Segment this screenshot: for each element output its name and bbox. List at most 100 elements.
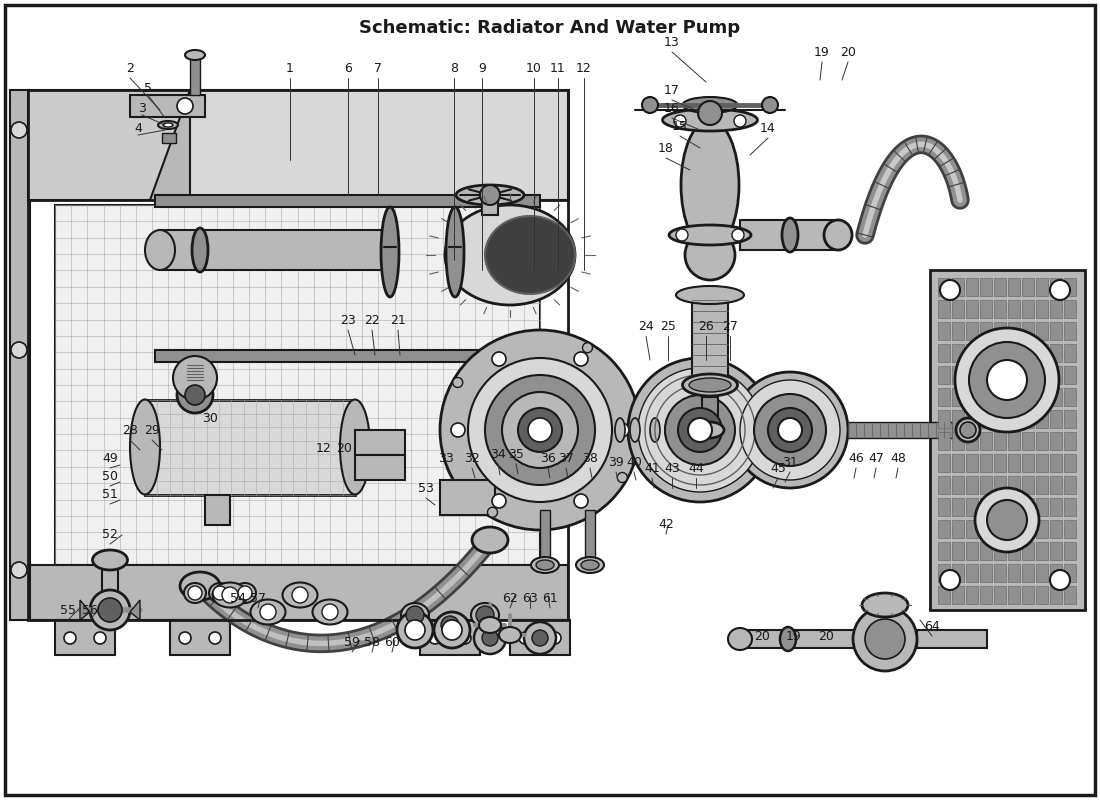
- Polygon shape: [80, 600, 90, 620]
- Bar: [1008, 520, 1020, 538]
- Ellipse shape: [381, 207, 399, 297]
- Ellipse shape: [536, 560, 554, 570]
- Bar: [966, 520, 978, 538]
- Bar: [162, 133, 176, 143]
- Text: 64: 64: [924, 619, 939, 633]
- Bar: [1036, 586, 1048, 604]
- Bar: [1036, 498, 1048, 516]
- Circle shape: [468, 358, 612, 502]
- Bar: [1064, 454, 1076, 472]
- Circle shape: [732, 372, 848, 488]
- Ellipse shape: [676, 286, 744, 304]
- Bar: [938, 564, 950, 582]
- Circle shape: [487, 507, 497, 518]
- Text: 17: 17: [664, 83, 680, 97]
- Bar: [1022, 300, 1034, 318]
- Bar: [994, 388, 1006, 406]
- Bar: [1008, 564, 1020, 582]
- Ellipse shape: [130, 399, 159, 494]
- Bar: [966, 498, 978, 516]
- Bar: [130, 95, 205, 117]
- Bar: [938, 344, 950, 362]
- Circle shape: [441, 616, 459, 634]
- Text: 18: 18: [658, 142, 674, 154]
- Text: 37: 37: [558, 451, 574, 465]
- Ellipse shape: [615, 418, 625, 442]
- Text: 35: 35: [508, 447, 524, 461]
- Bar: [155, 350, 540, 362]
- Text: 43: 43: [664, 462, 680, 474]
- Text: 53: 53: [418, 482, 433, 494]
- Bar: [980, 586, 992, 604]
- Bar: [980, 520, 992, 538]
- Text: 34: 34: [491, 447, 506, 461]
- Circle shape: [11, 562, 28, 578]
- Bar: [966, 432, 978, 450]
- Text: 38: 38: [582, 451, 598, 465]
- Bar: [930, 270, 1085, 610]
- Text: 16: 16: [664, 102, 680, 114]
- Text: 19: 19: [814, 46, 829, 58]
- Bar: [1022, 278, 1034, 296]
- Bar: [938, 278, 950, 296]
- Text: 5: 5: [144, 82, 152, 94]
- Ellipse shape: [145, 230, 175, 270]
- Text: 32: 32: [464, 451, 480, 465]
- Ellipse shape: [180, 572, 220, 600]
- Bar: [980, 388, 992, 406]
- Circle shape: [940, 570, 960, 590]
- Bar: [205, 495, 230, 525]
- Ellipse shape: [212, 582, 248, 607]
- Bar: [355, 430, 405, 455]
- Circle shape: [987, 500, 1027, 540]
- Bar: [1064, 542, 1076, 560]
- Bar: [952, 586, 964, 604]
- Bar: [1064, 476, 1076, 494]
- Bar: [1050, 432, 1062, 450]
- Bar: [966, 366, 978, 384]
- Circle shape: [732, 229, 744, 241]
- Circle shape: [213, 586, 227, 600]
- Bar: [1008, 344, 1020, 362]
- Text: 20: 20: [840, 46, 856, 58]
- Circle shape: [474, 622, 506, 654]
- Text: 61: 61: [542, 591, 558, 605]
- Bar: [1064, 366, 1076, 384]
- Bar: [938, 454, 950, 472]
- Bar: [1050, 542, 1062, 560]
- Text: 44: 44: [689, 462, 704, 474]
- Circle shape: [11, 122, 28, 138]
- Circle shape: [955, 328, 1059, 432]
- Bar: [145, 400, 355, 495]
- Bar: [1008, 432, 1020, 450]
- Ellipse shape: [446, 207, 464, 297]
- Circle shape: [583, 342, 593, 353]
- Circle shape: [94, 632, 106, 644]
- Bar: [994, 300, 1006, 318]
- Circle shape: [940, 280, 960, 300]
- Bar: [952, 520, 964, 538]
- Text: 22: 22: [364, 314, 380, 326]
- Bar: [1008, 300, 1020, 318]
- Ellipse shape: [209, 583, 231, 603]
- Bar: [102, 560, 118, 610]
- Bar: [966, 322, 978, 340]
- Polygon shape: [130, 600, 140, 620]
- Circle shape: [969, 342, 1045, 418]
- Bar: [1036, 454, 1048, 472]
- Circle shape: [518, 408, 562, 452]
- Circle shape: [90, 590, 130, 630]
- Bar: [952, 454, 964, 472]
- Text: 41: 41: [645, 462, 660, 474]
- Bar: [28, 90, 568, 200]
- Bar: [980, 322, 992, 340]
- Circle shape: [768, 408, 812, 452]
- Bar: [1008, 542, 1020, 560]
- Bar: [952, 432, 964, 450]
- Circle shape: [406, 606, 424, 624]
- Circle shape: [628, 358, 772, 502]
- Circle shape: [177, 98, 192, 114]
- Bar: [1008, 454, 1020, 472]
- Ellipse shape: [402, 603, 429, 627]
- Bar: [28, 90, 568, 620]
